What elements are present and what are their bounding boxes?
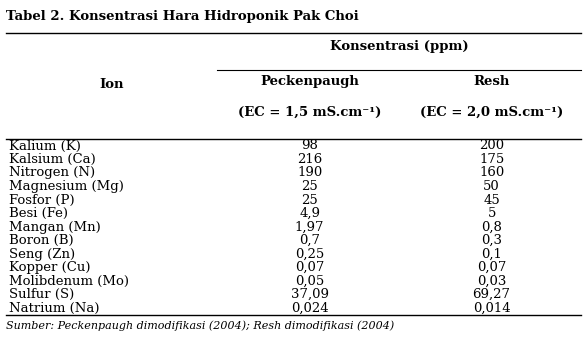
Text: 0,7: 0,7 [299, 234, 320, 247]
Text: Molibdenum (Mo): Molibdenum (Mo) [9, 275, 129, 288]
Text: 0,07: 0,07 [477, 261, 507, 274]
Text: Seng (Zn): Seng (Zn) [9, 248, 75, 261]
Text: 25: 25 [301, 193, 318, 206]
Text: Sumber: Peckenpaugh dimodifikasi (2004); Resh dimodifikasi (2004): Sumber: Peckenpaugh dimodifikasi (2004);… [6, 320, 394, 331]
Text: 25: 25 [301, 180, 318, 193]
Text: 175: 175 [479, 153, 504, 166]
Text: 190: 190 [297, 166, 322, 180]
Text: 0,05: 0,05 [295, 275, 324, 288]
Text: Boron (B): Boron (B) [9, 234, 73, 247]
Text: 37,09: 37,09 [291, 288, 329, 301]
Text: Kopper (Cu): Kopper (Cu) [9, 261, 90, 274]
Text: 0,25: 0,25 [295, 248, 324, 261]
Text: Nitrogen (N): Nitrogen (N) [9, 166, 95, 180]
Text: (EC = 2,0 mS.cm⁻¹): (EC = 2,0 mS.cm⁻¹) [420, 106, 564, 119]
Text: 50: 50 [483, 180, 500, 193]
Text: Sulfur (S): Sulfur (S) [9, 288, 74, 301]
Text: 0,1: 0,1 [481, 248, 502, 261]
Text: 69,27: 69,27 [473, 288, 511, 301]
Text: 5: 5 [487, 207, 496, 220]
Text: 45: 45 [483, 193, 500, 206]
Text: Peckenpaugh: Peckenpaugh [260, 75, 359, 88]
Text: 4,9: 4,9 [299, 207, 320, 220]
Text: 160: 160 [479, 166, 504, 180]
Text: 0,8: 0,8 [481, 221, 502, 234]
Text: 0,024: 0,024 [291, 302, 329, 315]
Text: 216: 216 [297, 153, 322, 166]
Text: 0,014: 0,014 [473, 302, 511, 315]
Text: Besi (Fe): Besi (Fe) [9, 207, 68, 220]
Text: Tabel 2. Konsentrasi Hara Hidroponik Pak Choi: Tabel 2. Konsentrasi Hara Hidroponik Pak… [6, 10, 359, 23]
Text: 0,03: 0,03 [477, 275, 507, 288]
Text: Resh: Resh [474, 75, 510, 88]
Text: 200: 200 [479, 140, 504, 152]
Text: (EC = 1,5 mS.cm⁻¹): (EC = 1,5 mS.cm⁻¹) [238, 106, 382, 119]
Text: Ion: Ion [99, 78, 124, 91]
Text: Fosfor (P): Fosfor (P) [9, 193, 75, 206]
Text: 0,07: 0,07 [295, 261, 325, 274]
Text: Konsentrasi (ppm): Konsentrasi (ppm) [330, 40, 468, 53]
Text: Mangan (Mn): Mangan (Mn) [9, 221, 100, 234]
Text: Natrium (Na): Natrium (Na) [9, 302, 99, 315]
Text: Magnesium (Mg): Magnesium (Mg) [9, 180, 124, 193]
Text: Kalium (K): Kalium (K) [9, 140, 80, 152]
Text: Kalsium (Ca): Kalsium (Ca) [9, 153, 96, 166]
Text: 0,3: 0,3 [481, 234, 502, 247]
Text: 1,97: 1,97 [295, 221, 325, 234]
Text: 98: 98 [301, 140, 318, 152]
